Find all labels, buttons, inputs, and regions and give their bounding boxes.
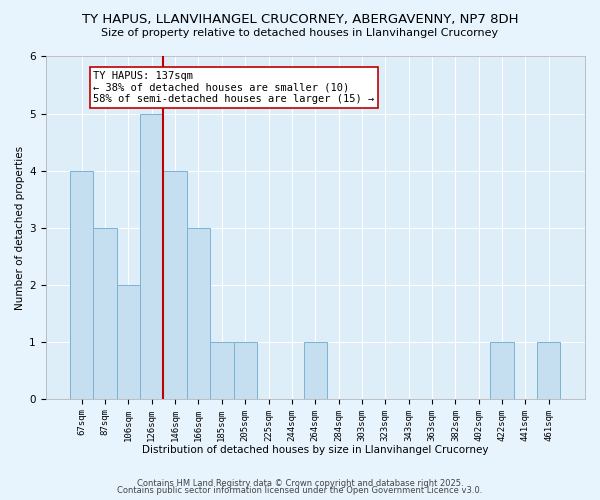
Bar	[304, 342, 327, 399]
Text: TY HAPUS: 137sqm
← 38% of detached houses are smaller (10)
58% of semi-detached : TY HAPUS: 137sqm ← 38% of detached house…	[94, 71, 374, 104]
Text: Size of property relative to detached houses in Llanvihangel Crucorney: Size of property relative to detached ho…	[101, 28, 499, 38]
Bar	[187, 228, 210, 399]
Text: Contains public sector information licensed under the Open Government Licence v3: Contains public sector information licen…	[118, 486, 482, 495]
Text: TY HAPUS, LLANVIHANGEL CRUCORNEY, ABERGAVENNY, NP7 8DH: TY HAPUS, LLANVIHANGEL CRUCORNEY, ABERGA…	[82, 12, 518, 26]
Bar	[70, 170, 94, 399]
Text: Contains HM Land Registry data © Crown copyright and database right 2025.: Contains HM Land Registry data © Crown c…	[137, 478, 463, 488]
Bar	[490, 342, 514, 399]
X-axis label: Distribution of detached houses by size in Llanvihangel Crucorney: Distribution of detached houses by size …	[142, 445, 488, 455]
Bar	[94, 228, 117, 399]
Bar	[163, 170, 187, 399]
Bar	[210, 342, 233, 399]
Bar	[117, 284, 140, 399]
Bar	[233, 342, 257, 399]
Bar	[537, 342, 560, 399]
Bar	[140, 114, 163, 399]
Y-axis label: Number of detached properties: Number of detached properties	[15, 146, 25, 310]
